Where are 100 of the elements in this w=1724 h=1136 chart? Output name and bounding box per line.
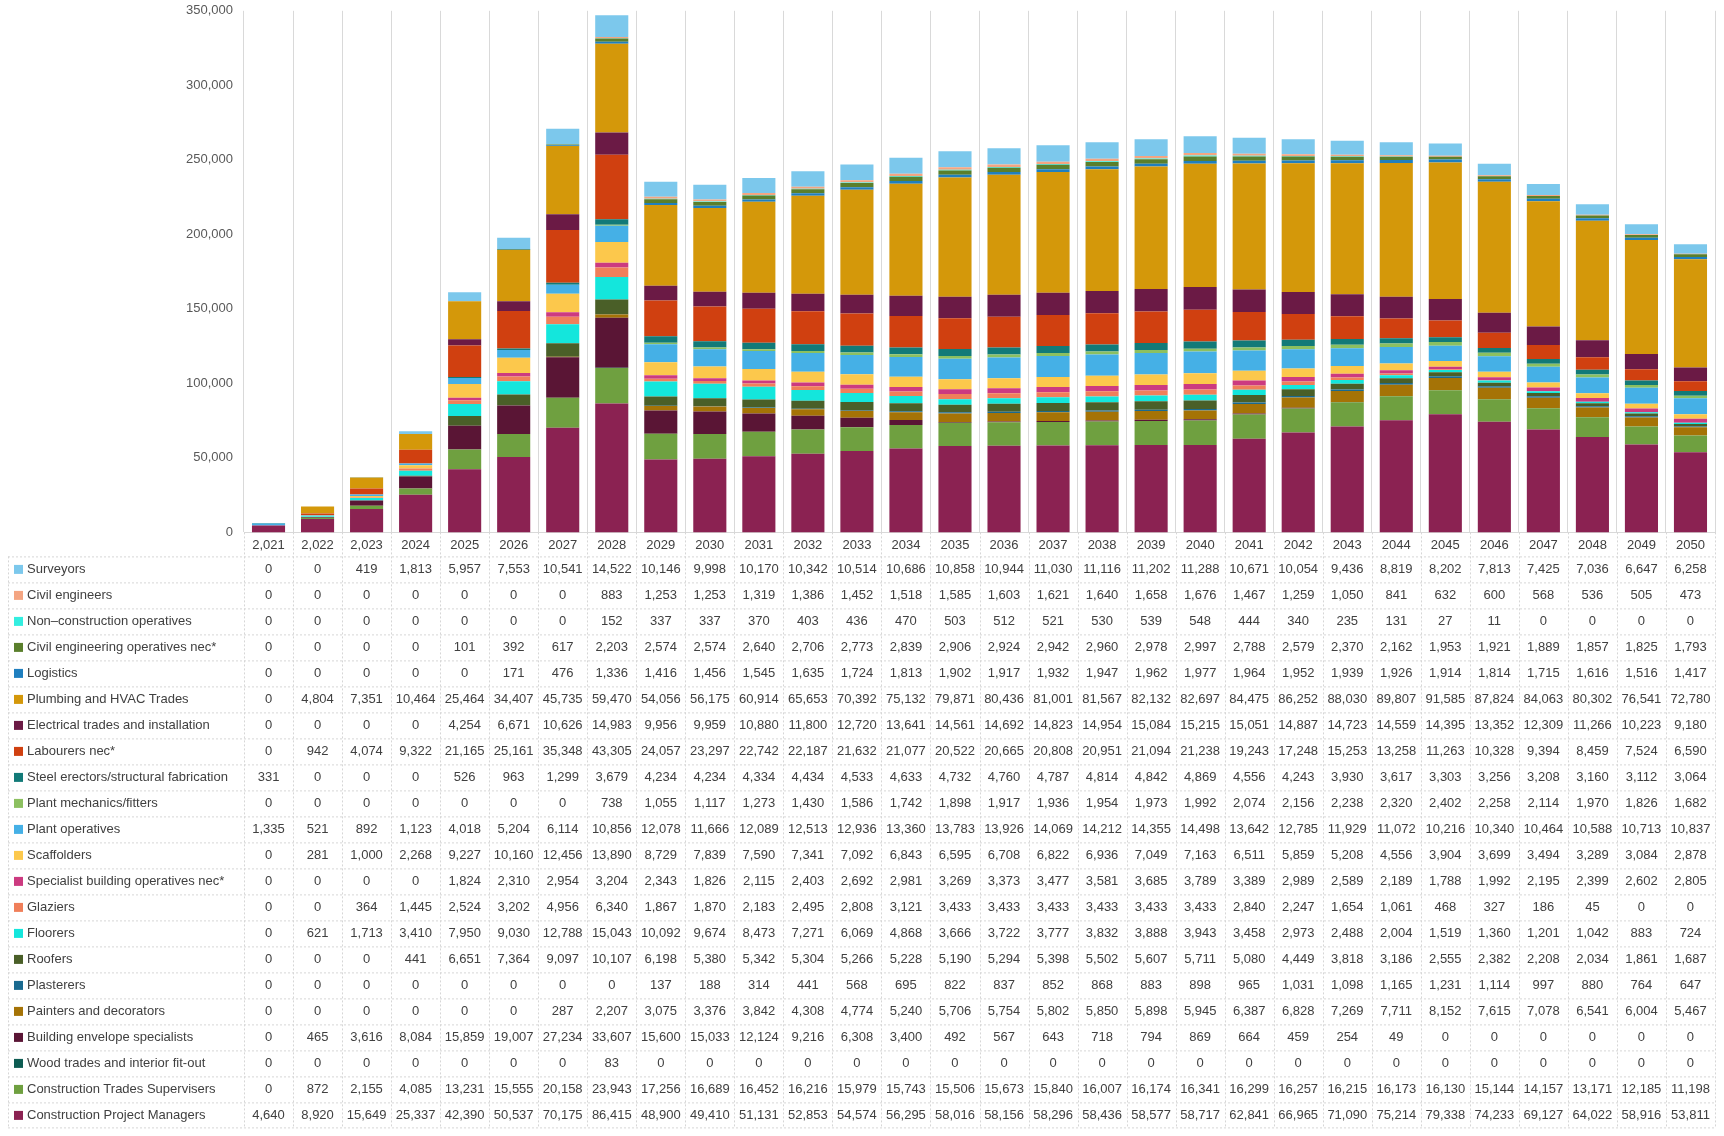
data-label: 0	[559, 586, 567, 602]
data-label: 0	[313, 950, 322, 966]
data-label: 327	[1483, 898, 1506, 914]
data-label: 6,651	[448, 950, 481, 966]
data-label: 86,252	[1278, 690, 1319, 706]
data-label: 10,671	[1229, 560, 1270, 576]
x-tick-label: 2039	[1136, 536, 1166, 552]
data-label: 0	[313, 716, 322, 732]
data-label: 2,238	[1330, 794, 1364, 810]
data-label: 16,341	[1180, 1080, 1221, 1096]
data-label: 24,057	[640, 742, 681, 758]
data-label: 1,050	[1330, 586, 1364, 602]
data-label: 6,936	[1085, 846, 1119, 862]
data-label: 131	[1385, 612, 1408, 628]
data-label: 0	[461, 664, 469, 680]
data-label: 3,400	[889, 1028, 923, 1044]
data-label: 58,577	[1131, 1106, 1171, 1122]
data-label: 82,132	[1131, 690, 1171, 706]
data-label: 536	[1581, 586, 1604, 602]
data-label: 58,436	[1082, 1106, 1122, 1122]
data-label: 13,783	[935, 820, 975, 836]
legend-label: Floorers	[27, 924, 76, 940]
data-label: 1,861	[1625, 950, 1658, 966]
data-label: 0	[510, 1054, 518, 1070]
data-label: 1,932	[1036, 664, 1070, 680]
data-label: 3,433	[1085, 898, 1119, 914]
data-label: 0	[461, 1002, 469, 1018]
y-tick-label: 300,000	[186, 76, 233, 92]
data-label: 0	[264, 586, 273, 602]
data-label: 1,813	[399, 560, 432, 576]
data-label: 1,640	[1085, 586, 1119, 602]
legend-label: Plant operatives	[27, 820, 121, 836]
data-label: 5,957	[448, 560, 481, 576]
data-label: 14,157	[1523, 1080, 1564, 1096]
data-label: 4,533	[840, 768, 874, 784]
data-label: 13,352	[1474, 716, 1515, 732]
data-label: 79,871	[935, 690, 975, 706]
data-label: 548	[1189, 612, 1211, 628]
data-label: 33,607	[591, 1028, 632, 1044]
data-label: 419	[355, 560, 378, 576]
data-label: 4,243	[1281, 768, 1315, 784]
data-label: 0	[1343, 1054, 1351, 1070]
data-label: 5,266	[840, 950, 874, 966]
data-label: 8,819	[1380, 560, 1413, 576]
data-label: 764	[1630, 976, 1653, 992]
data-label: 0	[264, 976, 273, 992]
data-label: 0	[510, 1002, 518, 1018]
data-label: 75,132	[886, 690, 926, 706]
data-label: 0	[264, 1002, 273, 1018]
data-label: 1,061	[1380, 898, 1413, 914]
data-label: 59,470	[591, 690, 632, 706]
data-label: 6,843	[889, 846, 923, 862]
data-label: 468	[1434, 898, 1457, 914]
data-label: 49	[1389, 1028, 1404, 1044]
legend-label: Plumbing and HVAC Trades	[27, 690, 190, 706]
data-label: 15,033	[689, 1028, 730, 1044]
data-label: 1,452	[840, 586, 874, 602]
data-label: 1,417	[1674, 664, 1707, 680]
data-label: 3,616	[350, 1028, 383, 1044]
data-label: 0	[510, 976, 518, 992]
data-label: 4,556	[1232, 768, 1266, 784]
legend-label: Plant mechanics/fitters	[27, 794, 159, 810]
data-label: 1,201	[1527, 924, 1560, 940]
data-label: 852	[1042, 976, 1064, 992]
legend-label: Labourers nec*	[27, 742, 116, 758]
data-label: 0	[313, 664, 322, 680]
data-label: 337	[649, 612, 672, 628]
data-label: 16,173	[1376, 1080, 1417, 1096]
data-label: 0	[313, 794, 322, 810]
legend-label: Painters and decorators	[27, 1002, 166, 1018]
data-label: 17,256	[640, 1080, 681, 1096]
data-label: 15,649	[346, 1106, 387, 1122]
data-label: 3,256	[1478, 768, 1511, 784]
data-label: 664	[1238, 1028, 1261, 1044]
legend-label: Glaziers	[27, 898, 76, 914]
data-label: 11,263	[1425, 742, 1465, 758]
data-label: 0	[1686, 898, 1695, 914]
x-tick-label: 2034	[891, 536, 921, 552]
legend-label: Plasterers	[27, 976, 87, 992]
data-label: 14,498	[1180, 820, 1221, 836]
data-label: 186	[1532, 898, 1555, 914]
data-label: 0	[412, 716, 420, 732]
data-label: 76,541	[1621, 690, 1662, 706]
data-label: 2,258	[1478, 794, 1511, 810]
data-label: 3,777	[1036, 924, 1070, 940]
data-label: 1,416	[644, 664, 678, 680]
data-label: 2,155	[350, 1080, 383, 1096]
data-label: 2,574	[693, 638, 727, 654]
data-label: 10,856	[591, 820, 632, 836]
data-label: 3,818	[1330, 950, 1364, 966]
data-label: 10,223	[1621, 716, 1662, 732]
data-label: 2,788	[1232, 638, 1266, 654]
data-label: 0	[264, 638, 273, 654]
data-label: 2,960	[1085, 638, 1119, 654]
data-label: 16,130	[1425, 1080, 1466, 1096]
data-label: 5,945	[1183, 1002, 1217, 1018]
data-label: 0	[804, 1054, 812, 1070]
data-label: 8,473	[742, 924, 776, 940]
data-label: 9,959	[693, 716, 727, 732]
data-label: 5,228	[889, 950, 923, 966]
